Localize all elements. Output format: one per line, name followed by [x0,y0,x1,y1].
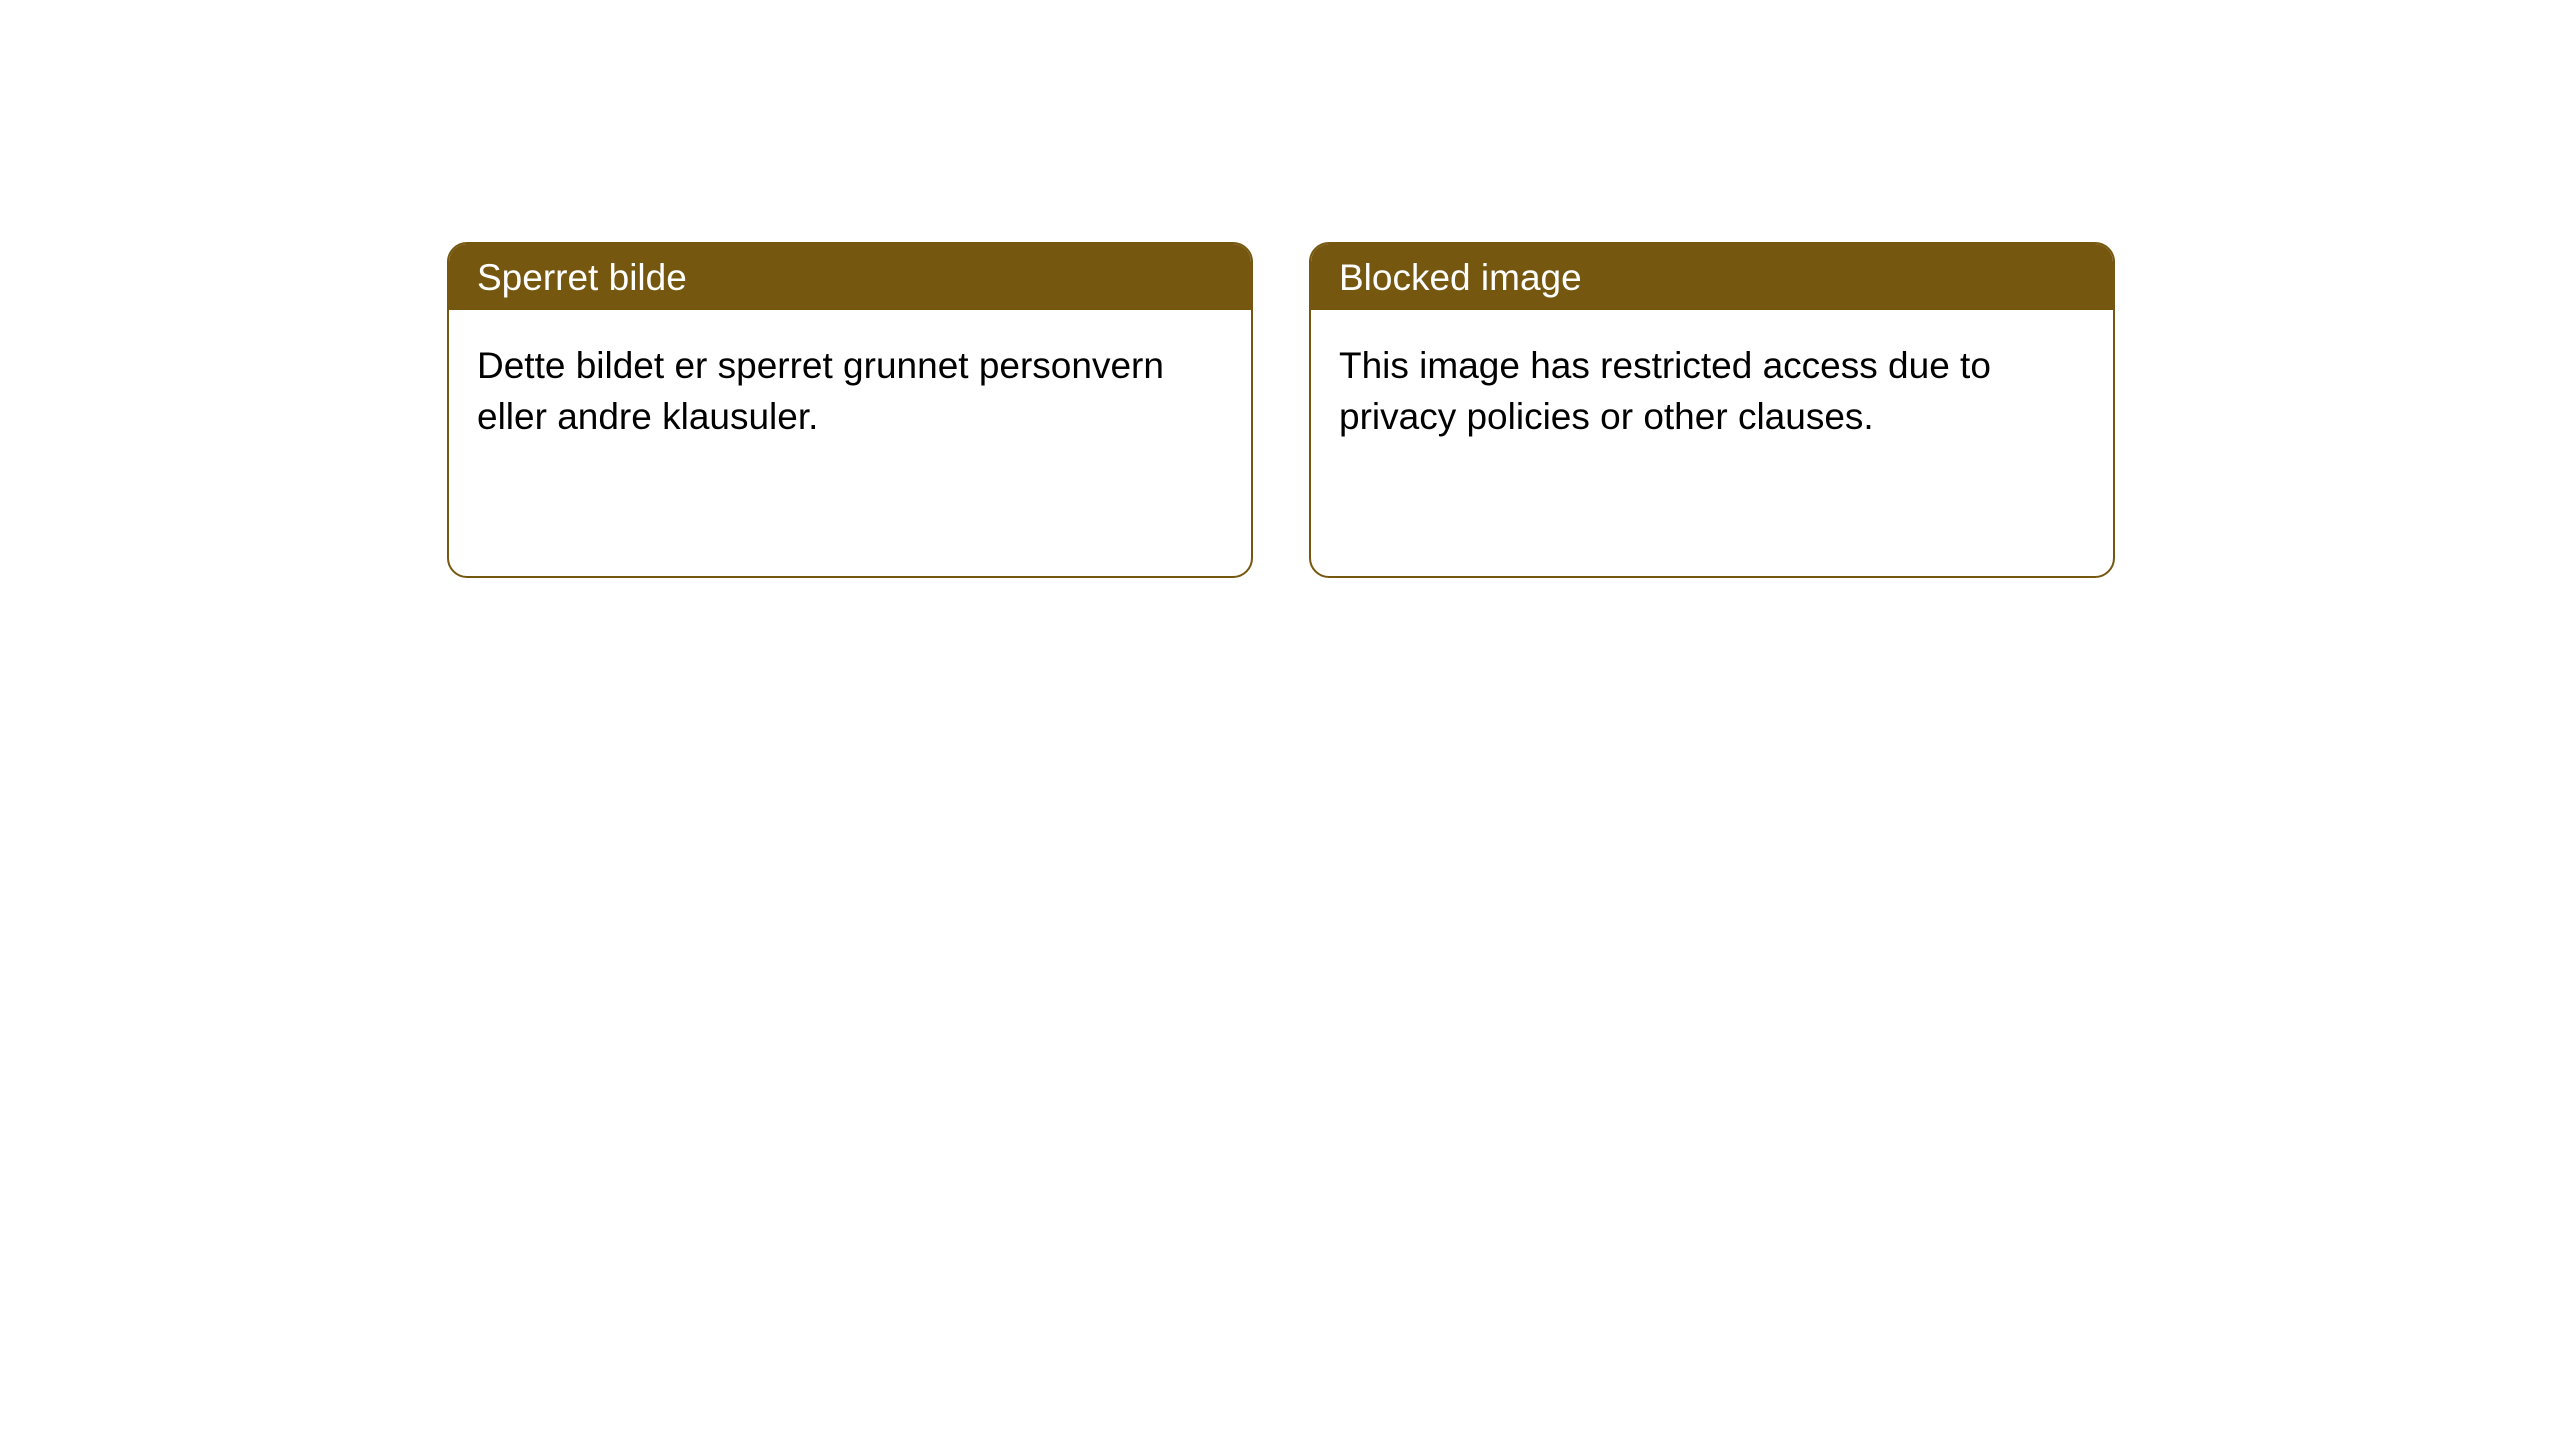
card-title: Blocked image [1339,257,1582,298]
blocked-image-card-no: Sperret bilde Dette bildet er sperret gr… [447,242,1253,578]
card-title: Sperret bilde [477,257,687,298]
card-header: Sperret bilde [449,244,1251,310]
blocked-image-card-en: Blocked image This image has restricted … [1309,242,2115,578]
cards-row: Sperret bilde Dette bildet er sperret gr… [0,0,2560,578]
card-body-text: Dette bildet er sperret grunnet personve… [477,345,1164,437]
card-body: This image has restricted access due to … [1311,310,2113,576]
card-body-text: This image has restricted access due to … [1339,345,1991,437]
card-header: Blocked image [1311,244,2113,310]
card-body: Dette bildet er sperret grunnet personve… [449,310,1251,576]
